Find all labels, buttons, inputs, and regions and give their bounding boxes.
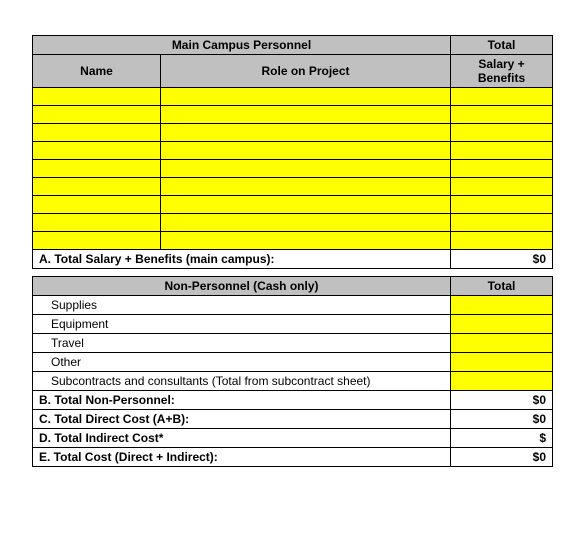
role-cell[interactable] [161,88,451,106]
role-cell[interactable] [161,160,451,178]
non-personnel-item-value[interactable] [451,334,553,353]
total-row-value: $0 [451,391,553,410]
col-name-header: Name [33,55,161,88]
role-cell[interactable] [161,178,451,196]
non-personnel-item-label: Travel [33,334,451,353]
non-personnel-item-label: Supplies [33,296,451,315]
non-personnel-item-value[interactable] [451,372,553,391]
total-row-label: E. Total Cost (Direct + Indirect): [33,448,451,467]
name-cell[interactable] [33,160,161,178]
non-personnel-item-value[interactable] [451,296,553,315]
name-cell[interactable] [33,142,161,160]
name-cell[interactable] [33,232,161,250]
salary-cell[interactable] [451,160,553,178]
role-cell[interactable] [161,142,451,160]
non-personnel-item-label: Other [33,353,451,372]
name-cell[interactable] [33,178,161,196]
row-a-value: $0 [451,250,553,269]
role-cell[interactable] [161,124,451,142]
role-cell[interactable] [161,106,451,124]
non-personnel-item-label: Equipment [33,315,451,334]
total-row-label: D. Total Indirect Cost* [33,429,451,448]
total-row-label: B. Total Non-Personnel: [33,391,451,410]
total-row-label: C. Total Direct Cost (A+B): [33,410,451,429]
total-row-value: $0 [451,448,553,467]
main-campus-personnel-header: Main Campus Personnel [33,36,451,55]
name-cell[interactable] [33,214,161,232]
salary-cell[interactable] [451,214,553,232]
name-cell[interactable] [33,196,161,214]
name-cell[interactable] [33,124,161,142]
role-cell[interactable] [161,232,451,250]
total-row-value: $0 [451,410,553,429]
row-a-label: A. Total Salary + Benefits (main campus)… [33,250,451,269]
salary-cell[interactable] [451,232,553,250]
budget-table: Main Campus Personnel Total Name Role on… [32,35,553,467]
name-cell[interactable] [33,106,161,124]
salary-cell[interactable] [451,142,553,160]
total-header-1: Total [451,36,553,55]
role-cell[interactable] [161,214,451,232]
name-cell[interactable] [33,88,161,106]
col-salary-header: Salary + Benefits [451,55,553,88]
total-row-value: $ [451,429,553,448]
non-personnel-item-value[interactable] [451,315,553,334]
non-personnel-header: Non-Personnel (Cash only) [33,277,451,296]
non-personnel-item-value[interactable] [451,353,553,372]
total-header-2: Total [451,277,553,296]
col-role-header: Role on Project [161,55,451,88]
salary-cell[interactable] [451,196,553,214]
salary-cell[interactable] [451,124,553,142]
salary-cell[interactable] [451,178,553,196]
role-cell[interactable] [161,196,451,214]
salary-cell[interactable] [451,106,553,124]
salary-cell[interactable] [451,88,553,106]
non-personnel-item-label: Subcontracts and consultants (Total from… [33,372,451,391]
